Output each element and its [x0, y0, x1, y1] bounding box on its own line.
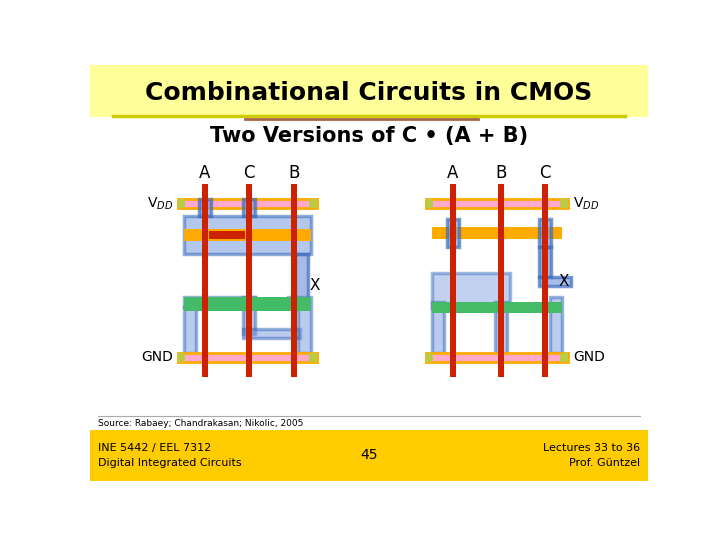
Bar [184, 298, 311, 311]
Bar [178, 353, 185, 362]
Bar [202, 184, 208, 377]
Text: X: X [559, 274, 570, 289]
Bar [178, 199, 185, 208]
Text: B: B [495, 164, 506, 182]
Bar [560, 199, 568, 208]
Bar [287, 298, 305, 307]
Bar [446, 219, 459, 247]
Bar [426, 353, 433, 362]
Bar [243, 298, 255, 334]
Bar [291, 184, 297, 377]
Bar [246, 184, 252, 377]
Bar [178, 199, 317, 208]
Text: Lectures 33 to 36
Prof. Güntzel: Lectures 33 to 36 Prof. Güntzel [543, 443, 640, 468]
Text: C: C [539, 164, 551, 182]
Bar [90, 430, 648, 481]
Bar [184, 307, 196, 353]
Text: B: B [288, 164, 300, 182]
Bar [184, 298, 255, 307]
Text: A: A [447, 164, 459, 182]
Bar [184, 215, 311, 254]
Bar [243, 199, 255, 215]
Bar [432, 273, 510, 308]
Bar [310, 199, 317, 208]
Bar [495, 302, 507, 353]
Bar [90, 65, 648, 117]
Text: Two Versions of C • (A + B): Two Versions of C • (A + B) [210, 126, 528, 146]
Bar [178, 353, 317, 362]
Text: GND: GND [573, 350, 605, 365]
Bar [426, 199, 568, 208]
Bar [539, 276, 571, 286]
Bar [199, 199, 211, 215]
Text: C: C [243, 164, 255, 182]
Text: GND: GND [141, 350, 173, 365]
Bar [449, 184, 456, 377]
Bar [549, 298, 562, 353]
Bar [498, 184, 504, 377]
Text: A: A [199, 164, 210, 182]
Bar [432, 226, 562, 239]
Text: V$_{DD}$: V$_{DD}$ [573, 195, 599, 212]
Bar [539, 247, 551, 276]
Text: Source: Rabaey; Chandrakasan; Nikolic, 2005: Source: Rabaey; Chandrakasan; Nikolic, 2… [98, 419, 303, 428]
Text: INE 5442 / EEL 7312
Digital Integrated Circuits: INE 5442 / EEL 7312 Digital Integrated C… [98, 443, 241, 468]
Bar [243, 329, 300, 338]
Bar [299, 298, 311, 353]
Bar [426, 199, 433, 208]
Bar [295, 254, 307, 302]
Bar [542, 184, 548, 377]
Text: X: X [310, 278, 320, 293]
Text: 45: 45 [360, 448, 378, 462]
Bar [184, 229, 311, 241]
Bar [209, 231, 245, 239]
Bar [432, 302, 444, 353]
Bar [432, 302, 562, 313]
Text: Combinational Circuits in CMOS: Combinational Circuits in CMOS [145, 80, 593, 105]
Bar [560, 353, 568, 362]
Text: V$_{DD}$: V$_{DD}$ [147, 195, 173, 212]
Bar [310, 353, 317, 362]
Bar [539, 219, 551, 247]
Bar [426, 353, 568, 362]
